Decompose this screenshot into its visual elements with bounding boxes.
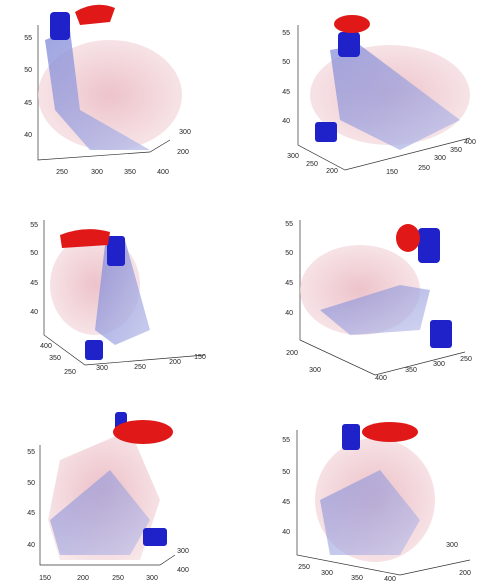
tick-label: 55	[285, 221, 293, 228]
panel-2-render	[297, 15, 471, 171]
tick-label: 250	[134, 364, 146, 371]
tick-label: 400	[40, 343, 52, 350]
tick-label: 250	[112, 575, 124, 582]
tick-label: 50	[282, 59, 290, 66]
tick-label: 250	[64, 369, 76, 376]
tick-label: 200	[169, 359, 181, 366]
tick-label: 400	[177, 567, 189, 574]
tick-label: 150	[39, 575, 51, 582]
tick-label: 250	[56, 169, 68, 176]
tick-label: 300	[96, 365, 108, 372]
tick-label: 50	[30, 250, 38, 257]
tick-label: 45	[24, 100, 32, 107]
tick-label: 55	[24, 35, 32, 42]
tick-label: 150	[386, 169, 398, 176]
tick-label: 200	[177, 149, 189, 156]
tick-label: 45	[285, 280, 293, 287]
tick-label: 200	[286, 350, 298, 357]
tick-label: 55	[282, 30, 290, 37]
tick-label: 40	[27, 542, 35, 549]
tick-label: 150	[194, 354, 206, 361]
tick-label: 350	[450, 147, 462, 154]
tick-label: 400	[157, 169, 169, 176]
tick-label: 300	[177, 548, 189, 555]
tick-label: 250	[298, 564, 310, 571]
panel-5-render	[39, 412, 176, 566]
panel-6-render	[296, 422, 471, 576]
tick-label: 40	[282, 118, 290, 125]
tick-label: 350	[124, 169, 136, 176]
panel-3-render	[43, 220, 206, 366]
tick-label: 250	[460, 356, 472, 363]
tick-label: 300	[91, 169, 103, 176]
tick-label: 300	[179, 129, 191, 136]
tick-label: 250	[306, 161, 318, 168]
tick-label: 400	[375, 375, 387, 382]
tick-label: 40	[24, 132, 32, 139]
panel-4-render	[299, 220, 466, 376]
tick-label: 45	[282, 89, 290, 96]
tick-label: 55	[30, 222, 38, 229]
tick-label: 300	[434, 155, 446, 162]
tick-label: 50	[27, 480, 35, 487]
tick-label: 40	[282, 529, 290, 536]
tick-label: 250	[418, 165, 430, 172]
tick-label: 400	[464, 139, 476, 146]
tick-label: 200	[459, 570, 471, 577]
tick-label: 200	[77, 575, 89, 582]
tick-label: 50	[282, 469, 290, 476]
tick-label: 55	[282, 437, 290, 444]
tick-label: 40	[30, 309, 38, 316]
panel-1-render	[37, 4, 182, 161]
tick-label: 45	[27, 510, 35, 517]
tick-label: 300	[309, 367, 321, 374]
tick-label: 300	[287, 153, 299, 160]
tick-label: 350	[405, 367, 417, 374]
tick-label: 300	[446, 542, 458, 549]
tick-label: 55	[27, 449, 35, 456]
tick-label: 50	[285, 250, 293, 257]
tick-label: 40	[285, 310, 293, 317]
tick-label: 300	[146, 575, 158, 582]
tick-label: 350	[351, 575, 363, 582]
tick-label: 300	[321, 570, 333, 577]
tick-label: 350	[49, 355, 61, 362]
tick-label: 45	[30, 280, 38, 287]
tick-label: 300	[433, 361, 445, 368]
tick-label: 400	[384, 576, 396, 583]
tick-label: 200	[326, 168, 338, 175]
tick-label: 45	[282, 499, 290, 506]
tick-label: 50	[24, 67, 32, 74]
